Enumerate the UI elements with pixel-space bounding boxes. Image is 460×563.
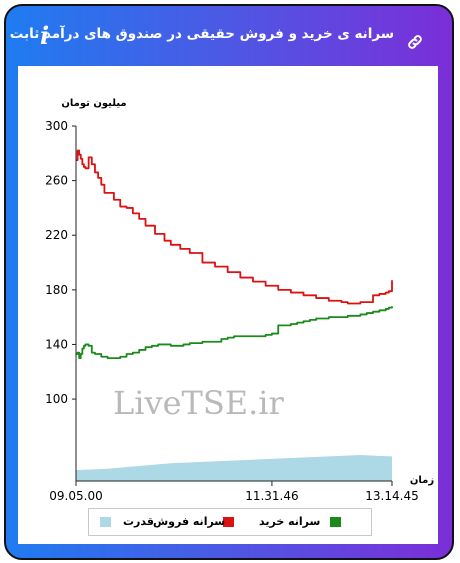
y-tick-label: 220 — [45, 228, 68, 242]
series-line-buy — [76, 306, 393, 360]
legend-label-buy[interactable]: سرانه خرید — [259, 515, 321, 528]
series-area-power — [76, 455, 392, 481]
chart-plot: LiveTSE.ir 100 140 180 220 260 300 09.05.00 11.3… — [45, 98, 434, 503]
chart-legend: سرانه خرید سرانه فروش قدرت — [88, 508, 372, 536]
watermark: LiveTSE.ir — [113, 384, 285, 422]
link-icon[interactable] — [406, 33, 424, 51]
chart-panel: LiveTSE.ir 100 140 180 220 260 300 09.05.00 11.3… — [18, 66, 438, 544]
legend-swatch-power — [100, 517, 111, 527]
legend-label-sell[interactable]: سرانه فروش — [153, 515, 226, 528]
x-axis-label: زمان — [410, 475, 434, 486]
y-tick-label: 140 — [45, 337, 68, 351]
card-header: i سرانه ی خرید و فروش حقیقی در صندوق های… — [6, 6, 452, 68]
x-tick-label: 13.14.45 — [365, 489, 418, 503]
legend-swatch-buy — [330, 517, 341, 527]
y-tick-label: 300 — [45, 119, 68, 133]
y-tick-label: 260 — [45, 174, 68, 188]
x-tick-label: 11.31.46 — [245, 489, 298, 503]
chart-card: i سرانه ی خرید و فروش حقیقی در صندوق های… — [4, 4, 454, 560]
legend-label-power[interactable]: قدرت — [123, 515, 154, 528]
chart-title: سرانه ی خرید و فروش حقیقی در صندوق های د… — [9, 26, 394, 42]
y-tick-label: 100 — [45, 392, 68, 406]
y-axis-label: میلیون تومان — [61, 98, 126, 109]
x-tick-label: 09.05.00 — [49, 489, 102, 503]
series-line-sell — [76, 149, 393, 305]
legend-swatch-sell — [223, 517, 234, 527]
y-tick-label: 180 — [45, 283, 68, 297]
info-icon[interactable]: i — [40, 21, 50, 50]
